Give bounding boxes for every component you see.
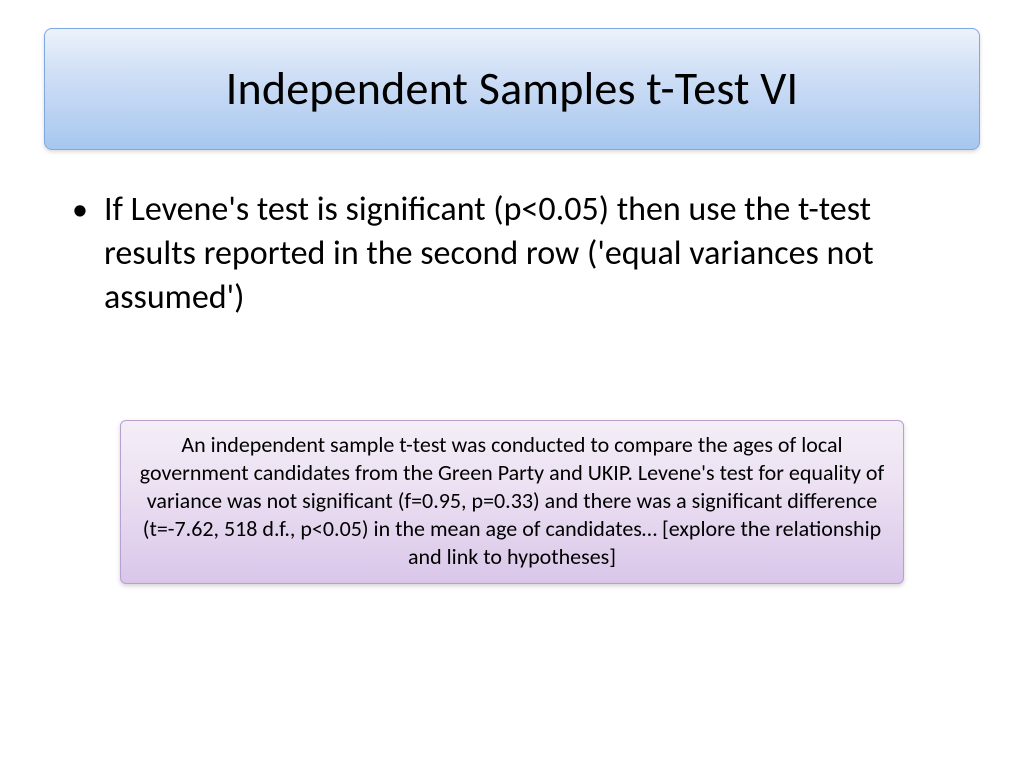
slide-title: Independent Samples t-Test VI (226, 61, 799, 117)
bullet-marker: • (72, 188, 88, 232)
callout-text: An independent sample t-test was conduct… (139, 431, 885, 571)
bullet-block: • If Levene's test is significant (p<0.0… (68, 188, 958, 320)
bullet-text: If Levene's test is significant (p<0.05)… (104, 188, 958, 320)
bullet-item: • If Levene's test is significant (p<0.0… (68, 188, 958, 320)
callout-box: An independent sample t-test was conduct… (120, 420, 904, 584)
title-box: Independent Samples t-Test VI (44, 28, 980, 150)
